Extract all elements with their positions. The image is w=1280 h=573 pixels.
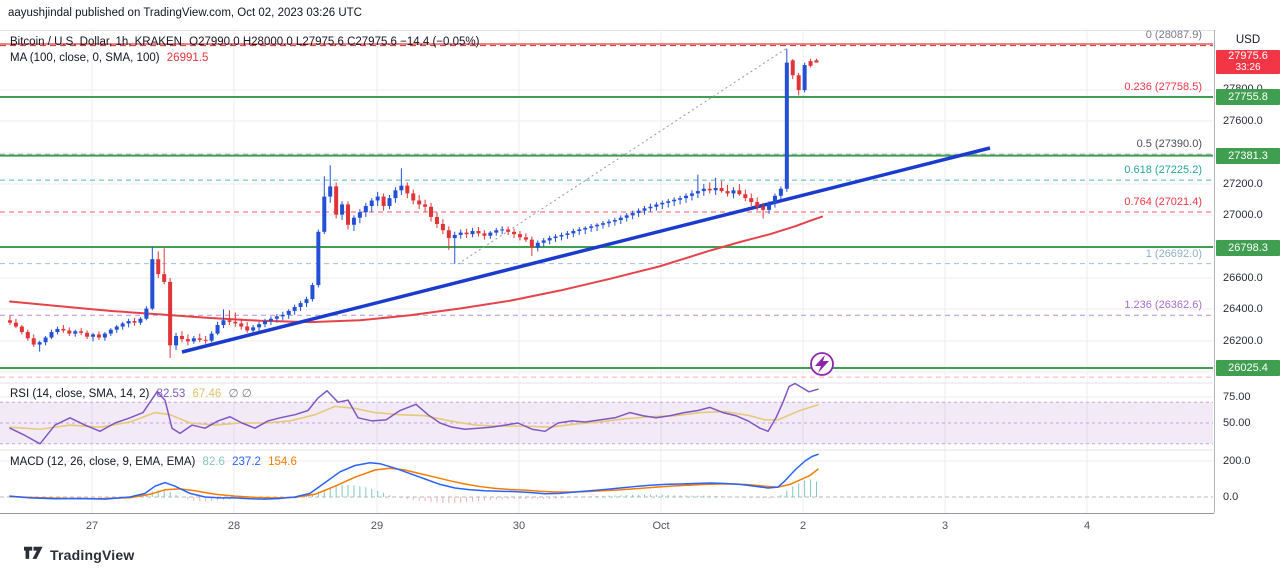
candles <box>8 48 819 358</box>
price-axis-label: 50.00 <box>1223 417 1251 429</box>
price-tag: 27755.8 <box>1216 89 1280 105</box>
macd-value: 237.2 <box>232 456 261 468</box>
rsi-line <box>9 382 819 445</box>
symbol-legend: Bitcoin / U.S. Dollar, 1h, KRAKEN O27990… <box>10 36 483 48</box>
ma-100-line <box>9 215 823 324</box>
time-axis-label: 30 <box>512 520 526 532</box>
rsi-sma-line <box>9 404 819 431</box>
fib-label: 1.236 (26362.6) <box>1124 299 1202 312</box>
rsi-value: 82.53 <box>156 388 186 400</box>
lightning-marker[interactable] <box>810 352 834 376</box>
publish-header: aayushjindal published on TradingView.co… <box>8 7 362 19</box>
price-axis-label: 26200.0 <box>1223 335 1263 347</box>
price-axis-label: 26400.0 <box>1223 303 1263 315</box>
fib-label: 0.618 (27225.2) <box>1124 164 1202 177</box>
price-axis-label: 75.00 <box>1223 391 1251 403</box>
fib-label: 0.236 (27758.5) <box>1124 80 1202 93</box>
tradingview-brand-text: TradingView <box>50 546 135 563</box>
time-axis[interactable]: 27 28 29 30 Oct 2 3 4 <box>0 513 1214 541</box>
macd-hist-value: 82.6 <box>202 456 225 468</box>
chart-top-border <box>0 30 1280 31</box>
ma-label: MA (100, close, 0, SMA, 100) <box>10 52 160 64</box>
macd-line <box>9 453 819 500</box>
price-axis-label: 27200.0 <box>1223 178 1263 190</box>
time-axis-label: 28 <box>227 520 241 532</box>
rsi-legend: RSI (14, close, SMA, 14, 2) 82.53 67.46 … <box>10 386 256 400</box>
price-tag: 27381.3 <box>1216 148 1280 164</box>
fib-label: 0.764 (27021.4) <box>1124 196 1202 208</box>
fib-label: 1 (26692.0) <box>1145 247 1202 260</box>
trendline <box>181 146 991 354</box>
ma-value: 26991.5 <box>166 52 209 64</box>
time-axis-label: 29 <box>370 520 384 532</box>
time-axis-label: 3 <box>941 520 949 532</box>
time-axis-label: 27 <box>85 520 99 532</box>
symbol-title: Bitcoin / U.S. Dollar, 1h, KRAKEN <box>10 36 182 48</box>
fib-label: 0.5 (27390.0) <box>1136 138 1202 151</box>
footer: TradingView <box>0 540 1280 573</box>
ohlc-values: O27990.0 H28000.0 L27975.6 C27975.6 −14.… <box>189 36 480 48</box>
price-tag: 26798.3 <box>1216 240 1280 256</box>
price-axis-label: 0.0 <box>1223 491 1239 503</box>
macd-label: MACD (12, 26, close, 9, EMA, EMA) <box>10 456 196 468</box>
ma-legend: MA (100, close, 0, SMA, 100) 26991.5 <box>10 52 212 64</box>
price-tag: 27975.6 33:26 <box>1216 50 1280 74</box>
currency-label: USD <box>1215 30 1280 52</box>
rsi-extra-values: ∅ ∅ <box>228 388 252 400</box>
price-tag: 26025.4 <box>1216 360 1280 376</box>
macd-signal-value: 154.6 <box>268 456 297 468</box>
tradingview-logo-icon <box>24 546 43 559</box>
time-axis-label: 2 <box>799 520 807 532</box>
time-axis-label: 4 <box>1083 520 1091 532</box>
time-axis-label: Oct <box>652 520 670 532</box>
tradingview-brand[interactable]: TradingView <box>24 546 134 563</box>
price-axis-label: 27000.0 <box>1223 209 1263 221</box>
fib-anchor-diagonal <box>457 47 788 265</box>
rsi-sma-value: 67.46 <box>192 388 222 400</box>
price-axis-label: 26600.0 <box>1223 272 1263 284</box>
fib-label: 0 (28087.9) <box>1145 28 1202 41</box>
macd-legend: MACD (12, 26, close, 9, EMA, EMA) 82.6 2… <box>10 456 301 468</box>
price-axis-label: 200.0 <box>1223 455 1251 467</box>
rsi-label: RSI (14, close, SMA, 14, 2) <box>10 388 150 400</box>
lightning-bolt-icon <box>815 355 829 373</box>
price-axis[interactable]: USD 27800.027600.027200.027000.026600.02… <box>1214 30 1280 513</box>
price-axis-label: 27600.0 <box>1223 115 1263 127</box>
